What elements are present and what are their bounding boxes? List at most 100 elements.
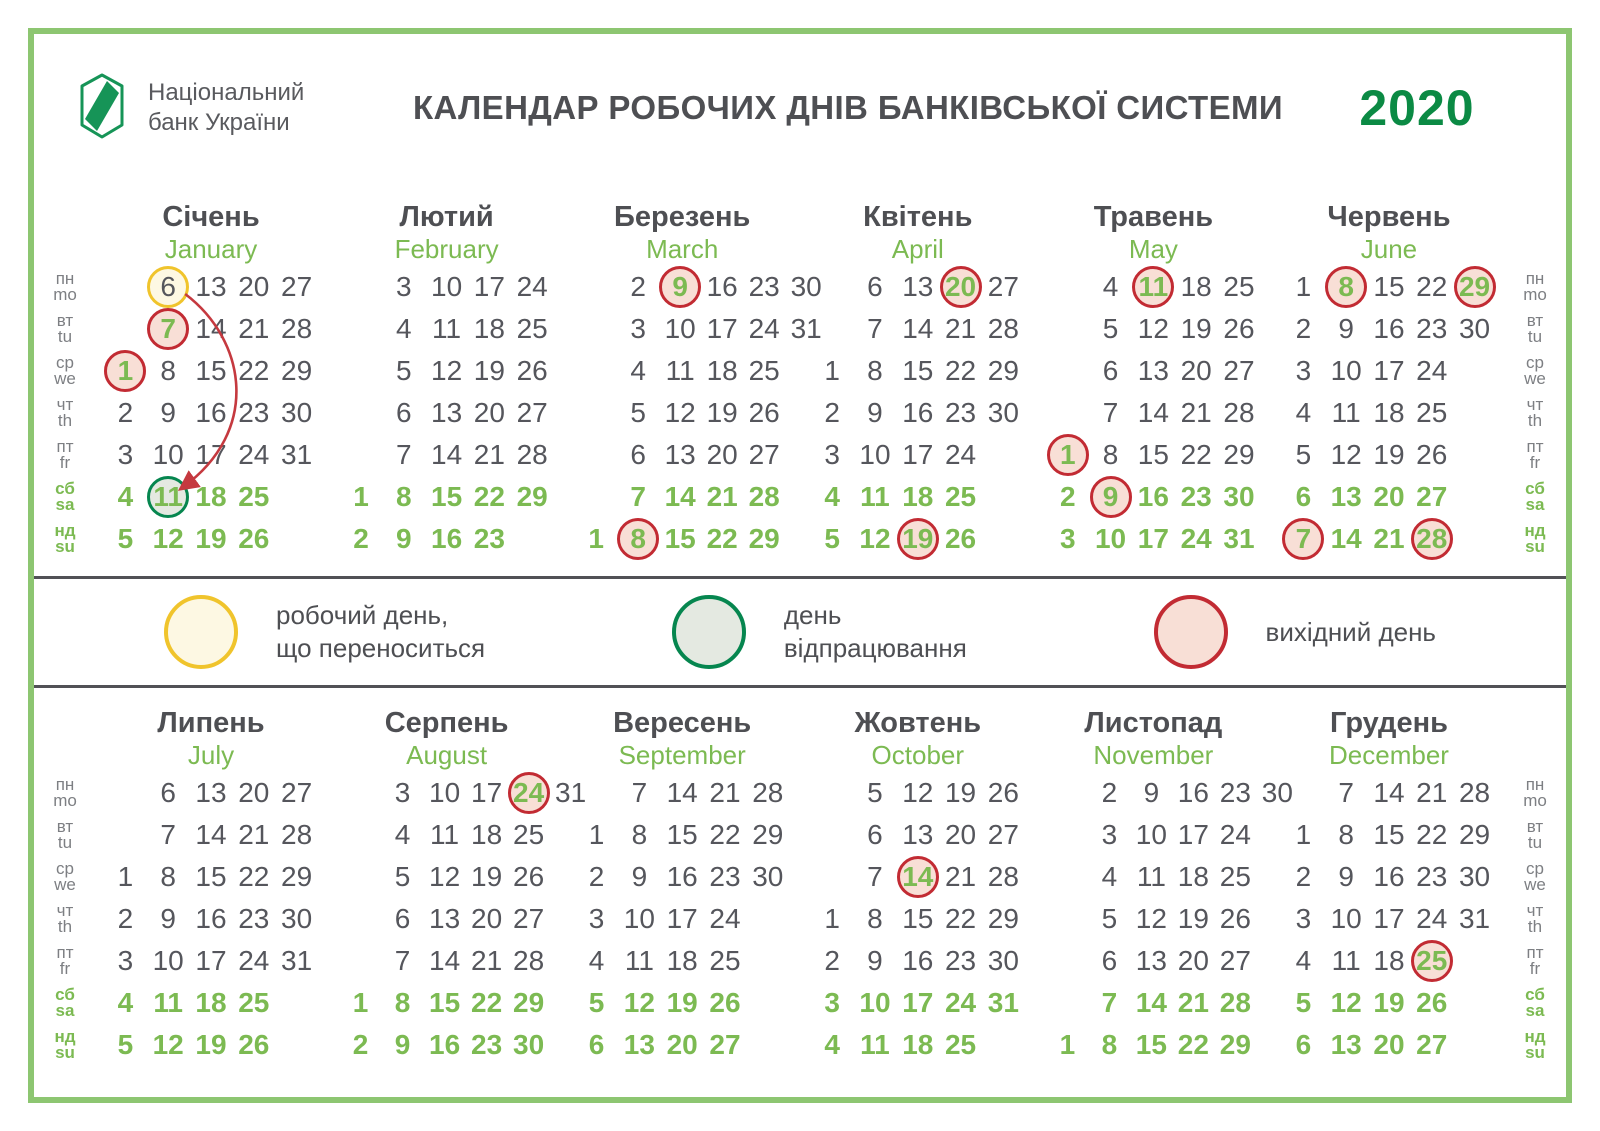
day-cell: 7 xyxy=(1089,392,1132,434)
day-cell: 16 xyxy=(190,392,233,434)
day-cell: 27 xyxy=(982,814,1025,856)
day-cell: 23 xyxy=(1214,772,1256,814)
dow-label-en: mo xyxy=(53,285,77,304)
day-number: 13 xyxy=(1137,355,1169,386)
day-number: 12 xyxy=(429,861,461,892)
dow-label-en: mo xyxy=(53,791,77,810)
day-number: 5 xyxy=(867,777,883,808)
day-number: 3 xyxy=(1295,355,1312,386)
day-number: 29 xyxy=(748,523,780,554)
day-cell: 12 xyxy=(659,392,701,434)
dow-label-uk: пт xyxy=(1526,943,1544,962)
day-cell: 23 xyxy=(232,392,275,434)
day-number: 25 xyxy=(238,481,270,512)
day-cell: 22 xyxy=(1172,1024,1214,1066)
day-cell xyxy=(104,308,147,350)
month-name-uk: Червень xyxy=(1327,201,1451,233)
day-cell: 19 xyxy=(190,1024,233,1066)
day-cell: 8 xyxy=(854,350,897,392)
day-cell xyxy=(1046,856,1088,898)
day-cell: 22 xyxy=(939,898,982,940)
day-number: 14 xyxy=(664,481,696,512)
day-cell xyxy=(982,434,1025,476)
day-cell xyxy=(575,434,617,476)
day-number: 1 xyxy=(588,523,604,554)
day-cell: 3 xyxy=(382,772,424,814)
day-number: 1 xyxy=(353,481,369,512)
day-cell: 27 xyxy=(1410,1024,1453,1066)
nbu-logo-icon xyxy=(74,72,130,145)
day-number: 3 xyxy=(824,439,840,470)
day-cell: 26 xyxy=(232,1024,275,1066)
day-cell xyxy=(575,266,617,308)
day-number: 20 xyxy=(1373,481,1405,512)
day-number: 25 xyxy=(1223,271,1255,302)
day-number: 5 xyxy=(117,1029,134,1060)
day-holiday: 20 xyxy=(939,266,982,308)
day-number: 2 xyxy=(588,861,605,892)
day-cell: 24 xyxy=(704,898,747,940)
day-cell: 5 xyxy=(1282,434,1325,476)
day-cell: 10 xyxy=(147,940,190,982)
month-name-uk: Січень xyxy=(162,201,260,233)
day-number: 10 xyxy=(1135,819,1167,850)
day-number: 27 xyxy=(748,439,780,470)
day-number: 19 xyxy=(1180,313,1212,344)
day-number: 12 xyxy=(1330,439,1362,470)
dow-label-uk: вт xyxy=(56,311,74,330)
day-number: 29 xyxy=(1223,439,1255,470)
day-cell: 9 xyxy=(147,898,190,940)
day-number: 13 xyxy=(1330,481,1362,512)
day-cell: 5 xyxy=(1089,308,1132,350)
day-number: 16 xyxy=(195,397,227,428)
day-number: 9 xyxy=(1338,861,1354,892)
day-number: 26 xyxy=(1416,439,1448,470)
day-cell: 4 xyxy=(382,308,425,350)
day-number: 4 xyxy=(824,481,840,512)
day-number: 7 xyxy=(160,819,176,850)
month-name-uk: Липень xyxy=(157,707,265,739)
day-number: 15 xyxy=(195,355,227,386)
month-name-uk: Листопад xyxy=(1084,707,1223,739)
day-number: 23 xyxy=(944,397,977,428)
day-cell: 4 xyxy=(382,814,424,856)
day-number: 13 xyxy=(902,819,934,850)
day-number: 18 xyxy=(471,819,503,850)
day-number: 22 xyxy=(473,481,505,512)
legend-circle-moved xyxy=(164,595,238,669)
dow-label-uk: чт xyxy=(1526,901,1544,920)
day-cell xyxy=(340,350,383,392)
day-cell: 9 xyxy=(1325,856,1368,898)
day-cell: 18 xyxy=(1175,266,1218,308)
day-cell: 2 xyxy=(811,940,854,982)
day-number: 27 xyxy=(513,903,545,934)
day-number: 24 xyxy=(748,313,780,344)
day-holiday: 7 xyxy=(1282,518,1325,560)
day-number: 20 xyxy=(944,819,977,850)
day-number: 5 xyxy=(1295,439,1312,470)
day-cell: 3 xyxy=(1282,350,1325,392)
day-cell: 3 xyxy=(1046,518,1089,560)
day-cell: 14 xyxy=(1325,518,1368,560)
day-cell xyxy=(811,814,854,856)
day-number: 19 xyxy=(944,777,977,808)
day-holiday: 8 xyxy=(1325,266,1368,308)
day-cell xyxy=(746,898,789,940)
dow-label-tu: вт tu xyxy=(42,308,88,350)
months-bottom: пн mo вт tu ср we чт th пт fr сб sa нд su Липень July 6 1… xyxy=(34,688,1566,1066)
day-cell: 16 xyxy=(190,898,233,940)
logo-line-2: банк України xyxy=(148,109,290,136)
day-number: 3 xyxy=(1295,903,1312,934)
month-name-en: June xyxy=(1360,234,1418,264)
day-cell: 24 xyxy=(232,434,275,476)
day-number: 7 xyxy=(630,481,646,512)
day-number: 13 xyxy=(1135,945,1167,976)
day-cell: 31 xyxy=(275,434,318,476)
day-cell: 6 xyxy=(1282,1024,1325,1066)
day-cell: 25 xyxy=(1410,940,1453,982)
day-holiday: 9 xyxy=(1089,476,1132,518)
day-cell: 7 xyxy=(617,476,659,518)
day-cell: 12 xyxy=(618,982,661,1024)
day-cell: 21 xyxy=(232,308,275,350)
day-cell: 23 xyxy=(939,940,982,982)
